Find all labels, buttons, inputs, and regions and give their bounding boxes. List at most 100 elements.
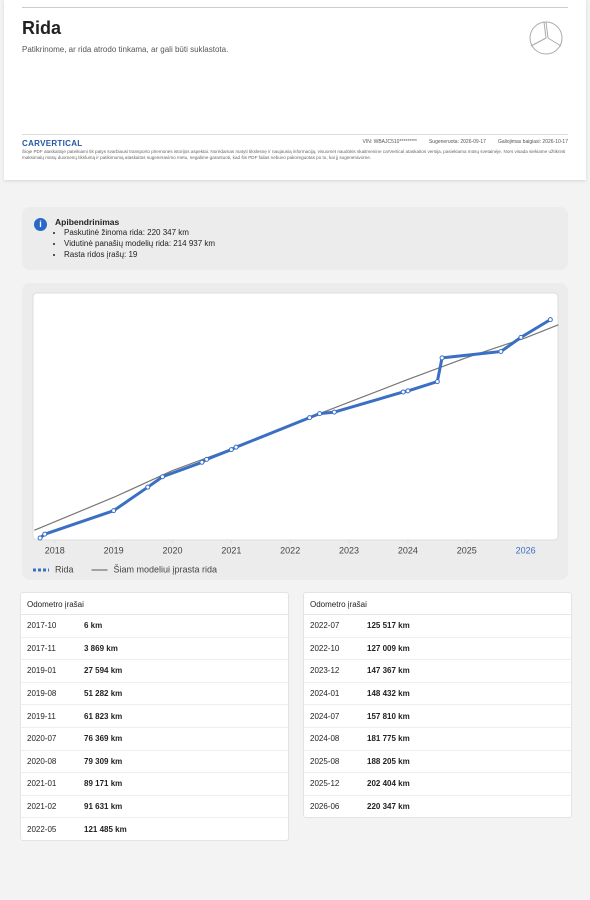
table-row: 2017-10 6 km — [21, 615, 288, 638]
generated-date: Sugeneruota: 2026-09-17 — [428, 139, 486, 145]
odometer-table: Odometro įrašai 2022-07 125 517 km 2022-10 1… — [303, 592, 572, 819]
mileage-point — [317, 411, 323, 417]
mileage-point — [111, 508, 117, 514]
summary-box: i Apibendrinimas Paskutinė žinoma rida: … — [22, 207, 568, 270]
mileage-point — [439, 355, 445, 361]
legend-label: Rida — [55, 564, 74, 574]
record-mileage: 91 631 km — [84, 802, 123, 812]
record-date: 2023-12 — [310, 666, 340, 676]
record-date: 2020-08 — [27, 756, 57, 766]
mileage-point — [204, 456, 210, 462]
record-date: 2024-07 — [310, 711, 340, 721]
record-date: 2024-01 — [310, 689, 340, 699]
table-row: 2023-12 147 367 km — [304, 660, 571, 683]
record-date: 2019-08 — [27, 689, 57, 699]
x-tick-label: 2019 — [104, 545, 124, 555]
table-row: 2020-08 79 309 km — [21, 751, 288, 774]
header-card: Rida Patikrinome, ar rida atrodo tinkama… — [4, 0, 586, 180]
summary-item: Rasta ridos įrašų: 19 — [64, 249, 215, 260]
record-mileage: 51 282 km — [84, 689, 123, 699]
table-row: 2022-10 127 009 km — [304, 638, 571, 661]
record-mileage: 89 171 km — [84, 779, 123, 789]
table-row: 2021-02 91 631 km — [21, 796, 288, 819]
mileage-point — [400, 389, 406, 395]
record-mileage: 27 594 km — [84, 666, 123, 676]
record-date: 2025-08 — [310, 756, 340, 766]
mileage-point — [498, 348, 504, 354]
chart-card: 2018 2019 2020 2021 2022 2023 2024 2025 2026 Rida… — [22, 283, 568, 580]
mileage-point — [307, 415, 313, 421]
record-date: 2020-07 — [27, 734, 57, 744]
page-title: Rida — [22, 18, 62, 38]
page-subtitle: Patikrinome, ar rida atrodo tinkama, ar … — [22, 45, 229, 54]
mileage-point — [228, 447, 234, 453]
odometer-table: Odometro įrašai 2017-10 6 km 2017-11 3 869 k… — [20, 592, 289, 841]
record-date: 2022-07 — [310, 621, 340, 631]
mileage-point — [199, 459, 205, 465]
record-mileage: 157 810 km — [367, 711, 410, 721]
record-mileage: 181 775 km — [367, 734, 410, 744]
record-mileage: 3 869 km — [84, 643, 118, 653]
mileage-point — [42, 531, 48, 537]
record-date: 2022-05 — [27, 824, 57, 834]
record-mileage: 76 369 km — [84, 734, 123, 744]
record-mileage: 127 009 km — [367, 643, 410, 653]
x-tick-label: 2024 — [398, 545, 418, 555]
record-mileage: 188 205 km — [367, 756, 410, 766]
mileage-point — [159, 474, 165, 480]
x-tick-label: 2022 — [280, 545, 300, 555]
report-meta: VIN: WBAJC510********* Sugeneruota: 2026-… — [350, 139, 568, 145]
record-mileage: 6 km — [84, 621, 103, 631]
mileage-point — [331, 409, 337, 415]
table-title: Odometro įrašai — [21, 593, 288, 615]
table-row: 2025-12 202 404 km — [304, 773, 571, 796]
x-tick-label: 2025 — [457, 545, 477, 555]
table-row: 2025-08 188 205 km — [304, 751, 571, 774]
record-date: 2021-02 — [27, 802, 57, 812]
table-row: 2024-08 181 775 km — [304, 728, 571, 751]
record-date: 2019-11 — [27, 711, 56, 721]
x-tick-label: 2020 — [162, 545, 182, 555]
table-row: 2017-11 3 869 km — [21, 638, 288, 661]
mileage-point — [405, 388, 411, 394]
record-date: 2025-12 — [310, 779, 340, 789]
record-mileage: 121 485 km — [84, 824, 127, 834]
summary-list: Paskutinė žinoma rida: 220 347 kmVidutin… — [48, 227, 215, 260]
legend-label: Šiam modeliui įprasta rida — [114, 564, 218, 574]
record-date: 2026-06 — [310, 802, 340, 812]
record-date: 2017-11 — [27, 643, 56, 653]
table-title: Odometro įrašai — [304, 593, 571, 615]
info-icon: i — [34, 218, 47, 231]
table-row: 2021-01 89 171 km — [21, 773, 288, 796]
table-row: 2024-07 157 810 km — [304, 705, 571, 728]
x-tick-label: 2021 — [221, 545, 241, 555]
table-row: 2026-06 220 347 km — [304, 796, 571, 818]
table-row: 2024-01 148 432 km — [304, 683, 571, 706]
x-tick-label: 2018 — [45, 545, 65, 555]
disclaimer: Šioje PDF ataskaitoje pateikiami tik pat… — [22, 149, 566, 161]
record-mileage: 79 309 km — [84, 756, 123, 766]
chart: 2018 2019 2020 2021 2022 2023 2024 2025 2026 Rida… — [32, 292, 559, 574]
mileage-point — [145, 484, 151, 490]
record-date: 2021-01 — [27, 779, 57, 789]
plot-area — [32, 292, 559, 541]
table-row: 2019-08 51 282 km — [21, 683, 288, 706]
table-row: 2020-07 76 369 km — [21, 728, 288, 751]
x-tick-label: 2023 — [339, 545, 359, 555]
summary-item: Paskutinė žinoma rida: 220 347 km — [64, 227, 215, 238]
table-row: 2019-01 27 594 km — [21, 660, 288, 683]
record-mileage: 61 823 km — [84, 711, 123, 721]
record-mileage: 148 432 km — [367, 689, 410, 699]
record-date: 2024-08 — [310, 734, 340, 744]
mileage-point — [233, 444, 239, 450]
record-mileage: 125 517 km — [367, 621, 410, 631]
table-row: 2019-11 61 823 km — [21, 705, 288, 728]
record-date: 2022-10 — [310, 643, 340, 653]
record-mileage: 220 347 km — [367, 802, 410, 812]
summary-title: Apibendrinimas — [55, 217, 120, 227]
expiry-date: Galiojimas baigiasi: 2026-10-17 — [497, 139, 568, 145]
x-tick-label: 2026 — [516, 545, 536, 555]
summary-item: Vidutinė panašių modelių rida: 214 937 k… — [64, 238, 215, 249]
brand: CARVERTICAL — [22, 139, 83, 148]
